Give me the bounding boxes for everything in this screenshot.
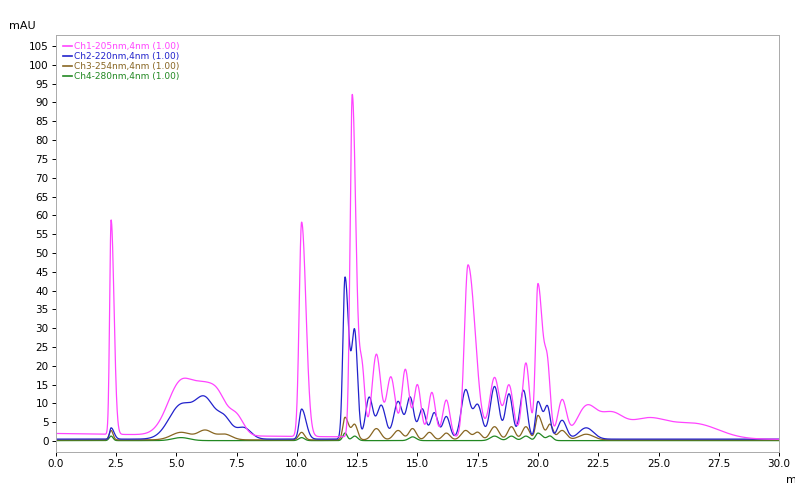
Line: Ch2-220nm,4nm (1.00): Ch2-220nm,4nm (1.00): [56, 277, 779, 439]
Ch3-254nm,4nm (1.00): [752, 437, 762, 443]
Ch1-205nm,4nm (1.00): [576, 408, 586, 414]
Ch2-220nm,4nm (1.00): [340, 274, 350, 280]
Line: Ch3-254nm,4nm (1.00): Ch3-254nm,4nm (1.00): [56, 415, 779, 440]
Ch4-280nm,4nm (1.00): [752, 438, 762, 444]
Ch4-280nm,4nm (1.00): [576, 438, 586, 444]
Ch1-205nm,4nm (1.00): [395, 407, 405, 413]
Ch3-254nm,4nm (1.00): [533, 413, 543, 418]
Ch3-254nm,4nm (1.00): [51, 437, 60, 443]
Ch2-220nm,4nm (1.00): [752, 436, 762, 442]
Ch4-280nm,4nm (1.00): [355, 436, 364, 442]
Text: min: min: [786, 475, 795, 485]
Ch1-205nm,4nm (1.00): [774, 436, 784, 442]
Ch2-220nm,4nm (1.00): [361, 411, 370, 416]
Ch4-280nm,4nm (1.00): [774, 438, 784, 444]
Ch2-220nm,4nm (1.00): [51, 436, 60, 442]
Ch3-254nm,4nm (1.00): [355, 433, 364, 439]
Ch4-280nm,4nm (1.00): [533, 430, 543, 436]
Ch1-205nm,4nm (1.00): [355, 342, 365, 348]
Ch1-205nm,4nm (1.00): [361, 399, 370, 405]
Ch2-220nm,4nm (1.00): [395, 400, 405, 406]
Ch1-205nm,4nm (1.00): [51, 430, 60, 436]
Ch4-280nm,4nm (1.00): [361, 438, 370, 444]
Ch1-205nm,4nm (1.00): [347, 91, 357, 97]
Ch2-220nm,4nm (1.00): [716, 436, 726, 442]
Ch4-280nm,4nm (1.00): [394, 438, 404, 444]
Ch4-280nm,4nm (1.00): [716, 438, 726, 444]
Ch1-205nm,4nm (1.00): [752, 436, 762, 442]
Ch3-254nm,4nm (1.00): [716, 437, 726, 443]
Ch1-205nm,4nm (1.00): [716, 428, 726, 434]
Ch2-220nm,4nm (1.00): [576, 427, 586, 433]
Ch2-220nm,4nm (1.00): [774, 436, 784, 442]
Line: Ch4-280nm,4nm (1.00): Ch4-280nm,4nm (1.00): [56, 433, 779, 441]
Ch3-254nm,4nm (1.00): [576, 432, 586, 438]
Ch4-280nm,4nm (1.00): [51, 438, 60, 444]
Legend: Ch1-205nm,4nm (1.00), Ch2-220nm,4nm (1.00), Ch3-254nm,4nm (1.00), Ch4-280nm,4nm : Ch1-205nm,4nm (1.00), Ch2-220nm,4nm (1.0…: [61, 41, 180, 82]
Ch3-254nm,4nm (1.00): [394, 428, 404, 434]
Ch3-254nm,4nm (1.00): [774, 437, 784, 443]
Ch2-220nm,4nm (1.00): [355, 412, 365, 418]
Ch3-254nm,4nm (1.00): [361, 436, 370, 442]
Line: Ch1-205nm,4nm (1.00): Ch1-205nm,4nm (1.00): [56, 94, 779, 439]
Text: mAU: mAU: [9, 20, 35, 31]
